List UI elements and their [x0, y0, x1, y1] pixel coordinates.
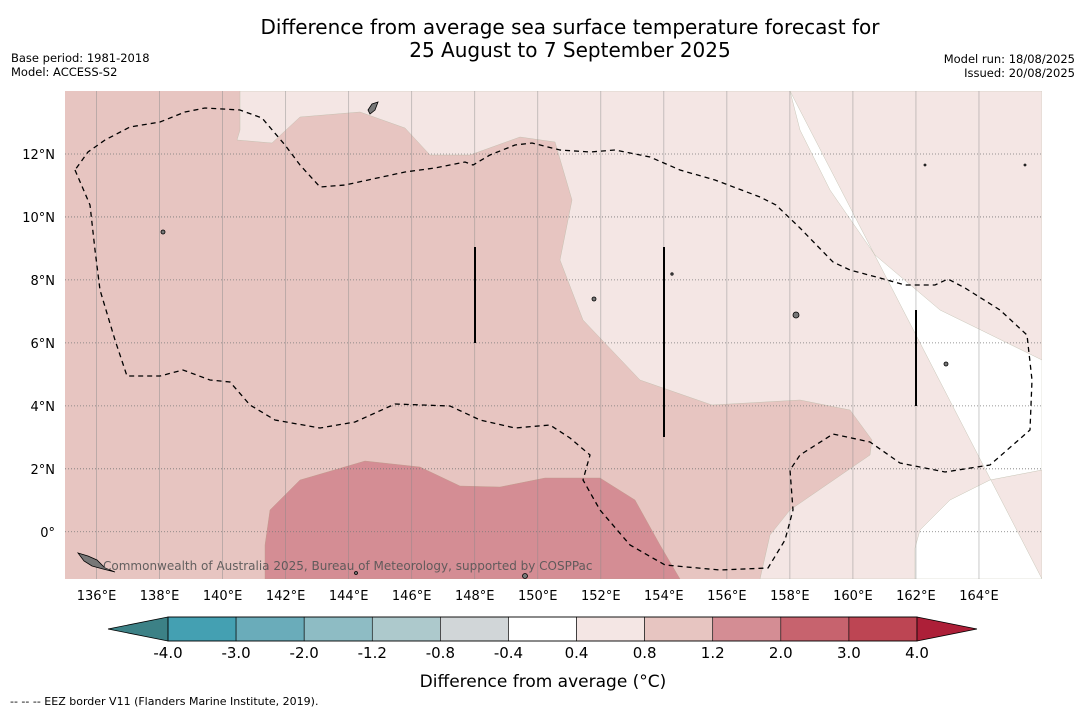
latitude-tick-label: 4°N [31, 400, 56, 415]
colorbar-segment [303, 616, 373, 642]
latitude-tick-label: 2°N [31, 463, 56, 478]
longitude-tick-label: 144°E [329, 589, 369, 604]
colorbar-segment [167, 616, 237, 642]
longitude-tick-label: 146°E [392, 589, 432, 604]
colorbar: -4.0 -3.0 -2.0 -1.2 -0.8 -0.4 0.4 0.8 1.2 2.0 3.0 4… [107, 616, 978, 692]
longitude-tick-label: 160°E [833, 589, 873, 604]
colorbar-segment [371, 616, 441, 642]
colorbar-segment [712, 616, 782, 642]
colorbar-tick-label: -1.2 [358, 644, 387, 662]
figure-title-line1: Difference from average sea surface temp… [260, 15, 880, 39]
latitude-tick-label: 0° [40, 526, 55, 541]
sst-anomaly-map: Commonwealth of Australia 2025, Bureau o… [65, 91, 1042, 579]
anomaly-fill-1.2-2.0 [264, 460, 681, 579]
colorbar-tick-label: 4.0 [905, 644, 929, 662]
issued-date: Issued: 20/08/2025 [964, 66, 1075, 80]
colorbar-segment [235, 616, 305, 642]
longitude-tick-label: 140°E [203, 589, 243, 604]
longitude-tick-label: 150°E [518, 589, 558, 604]
longitude-tick-label: 136°E [77, 589, 117, 604]
islands [76, 101, 1027, 579]
latitude-tick-label: 8°N [31, 274, 56, 289]
colorbar-tick-label: 3.0 [837, 644, 861, 662]
base-period: Base period: 1981-2018 [11, 51, 150, 65]
colorbar-tick-label: -4.0 [153, 644, 182, 662]
copyright-watermark: Commonwealth of Australia 2025, Bureau o… [103, 559, 593, 573]
parallel-gridlines [65, 153, 1042, 533]
colorbar-under-arrow [108, 617, 168, 641]
colorbar-segment [576, 616, 645, 642]
colorbar-segment [508, 616, 577, 642]
longitude-tick-label: 156°E [707, 589, 747, 604]
latitude-tick-labels: 12°N 10°N 8°N 6°N 4°N 2°N 0° [22, 148, 55, 541]
colorbar-segment [440, 616, 509, 642]
longitude-tick-label: 152°E [581, 589, 621, 604]
longitude-tick-label: 162°E [896, 589, 936, 604]
colorbar-tick-label: 0.8 [633, 644, 657, 662]
eez-border-dashed [74, 107, 1033, 571]
colorbar-over-arrow [917, 617, 977, 641]
longitude-tick-label: 158°E [770, 589, 810, 604]
colorbar-tick-labels: -4.0 -3.0 -2.0 -1.2 -0.8 -0.4 0.4 0.8 1.2 2.0 3.0 4… [153, 644, 929, 662]
figure-title-line2: 25 August to 7 September 2025 [409, 38, 731, 62]
longitude-tick-label: 154°E [644, 589, 684, 604]
longitude-tick-label: 142°E [266, 589, 306, 604]
anomaly-fill-0.4-0.8 [236, 91, 1042, 579]
colorbar-segment [644, 616, 714, 642]
latitude-tick-label: 12°N [22, 148, 55, 163]
latitude-tick-label: 6°N [31, 337, 56, 352]
longitude-tick-labels: 136°E 138°E 140°E 142°E 144°E 146°E 148°E 150°E… [77, 589, 999, 604]
colorbar-tick-label: -3.0 [221, 644, 250, 662]
colorbar-segment [848, 616, 918, 642]
longitude-tick-label: 164°E [959, 589, 999, 604]
colorbar-tick-label: 0.4 [565, 644, 589, 662]
latitude-tick-label: 10°N [22, 211, 55, 226]
model-run-date: Model run: 18/08/2025 [943, 52, 1075, 66]
colorbar-tick-label: -0.8 [426, 644, 455, 662]
longitude-tick-label: 148°E [455, 589, 495, 604]
eez-footnote: -- -- -- EEZ border V11 (Flanders Marine… [10, 695, 319, 708]
colorbar-tick-label: 2.0 [769, 644, 793, 662]
colorbar-tick-label: -0.4 [494, 644, 523, 662]
colorbar-segments [167, 616, 918, 642]
model-name: Model: ACCESS-S2 [11, 65, 118, 79]
colorbar-label: Difference from average (°C) [420, 672, 667, 692]
longitude-tick-label: 138°E [140, 589, 180, 604]
island-markers [474, 247, 917, 437]
colorbar-segment [780, 616, 850, 642]
colorbar-tick-label: 1.2 [701, 644, 725, 662]
colorbar-tick-label: -2.0 [290, 644, 319, 662]
